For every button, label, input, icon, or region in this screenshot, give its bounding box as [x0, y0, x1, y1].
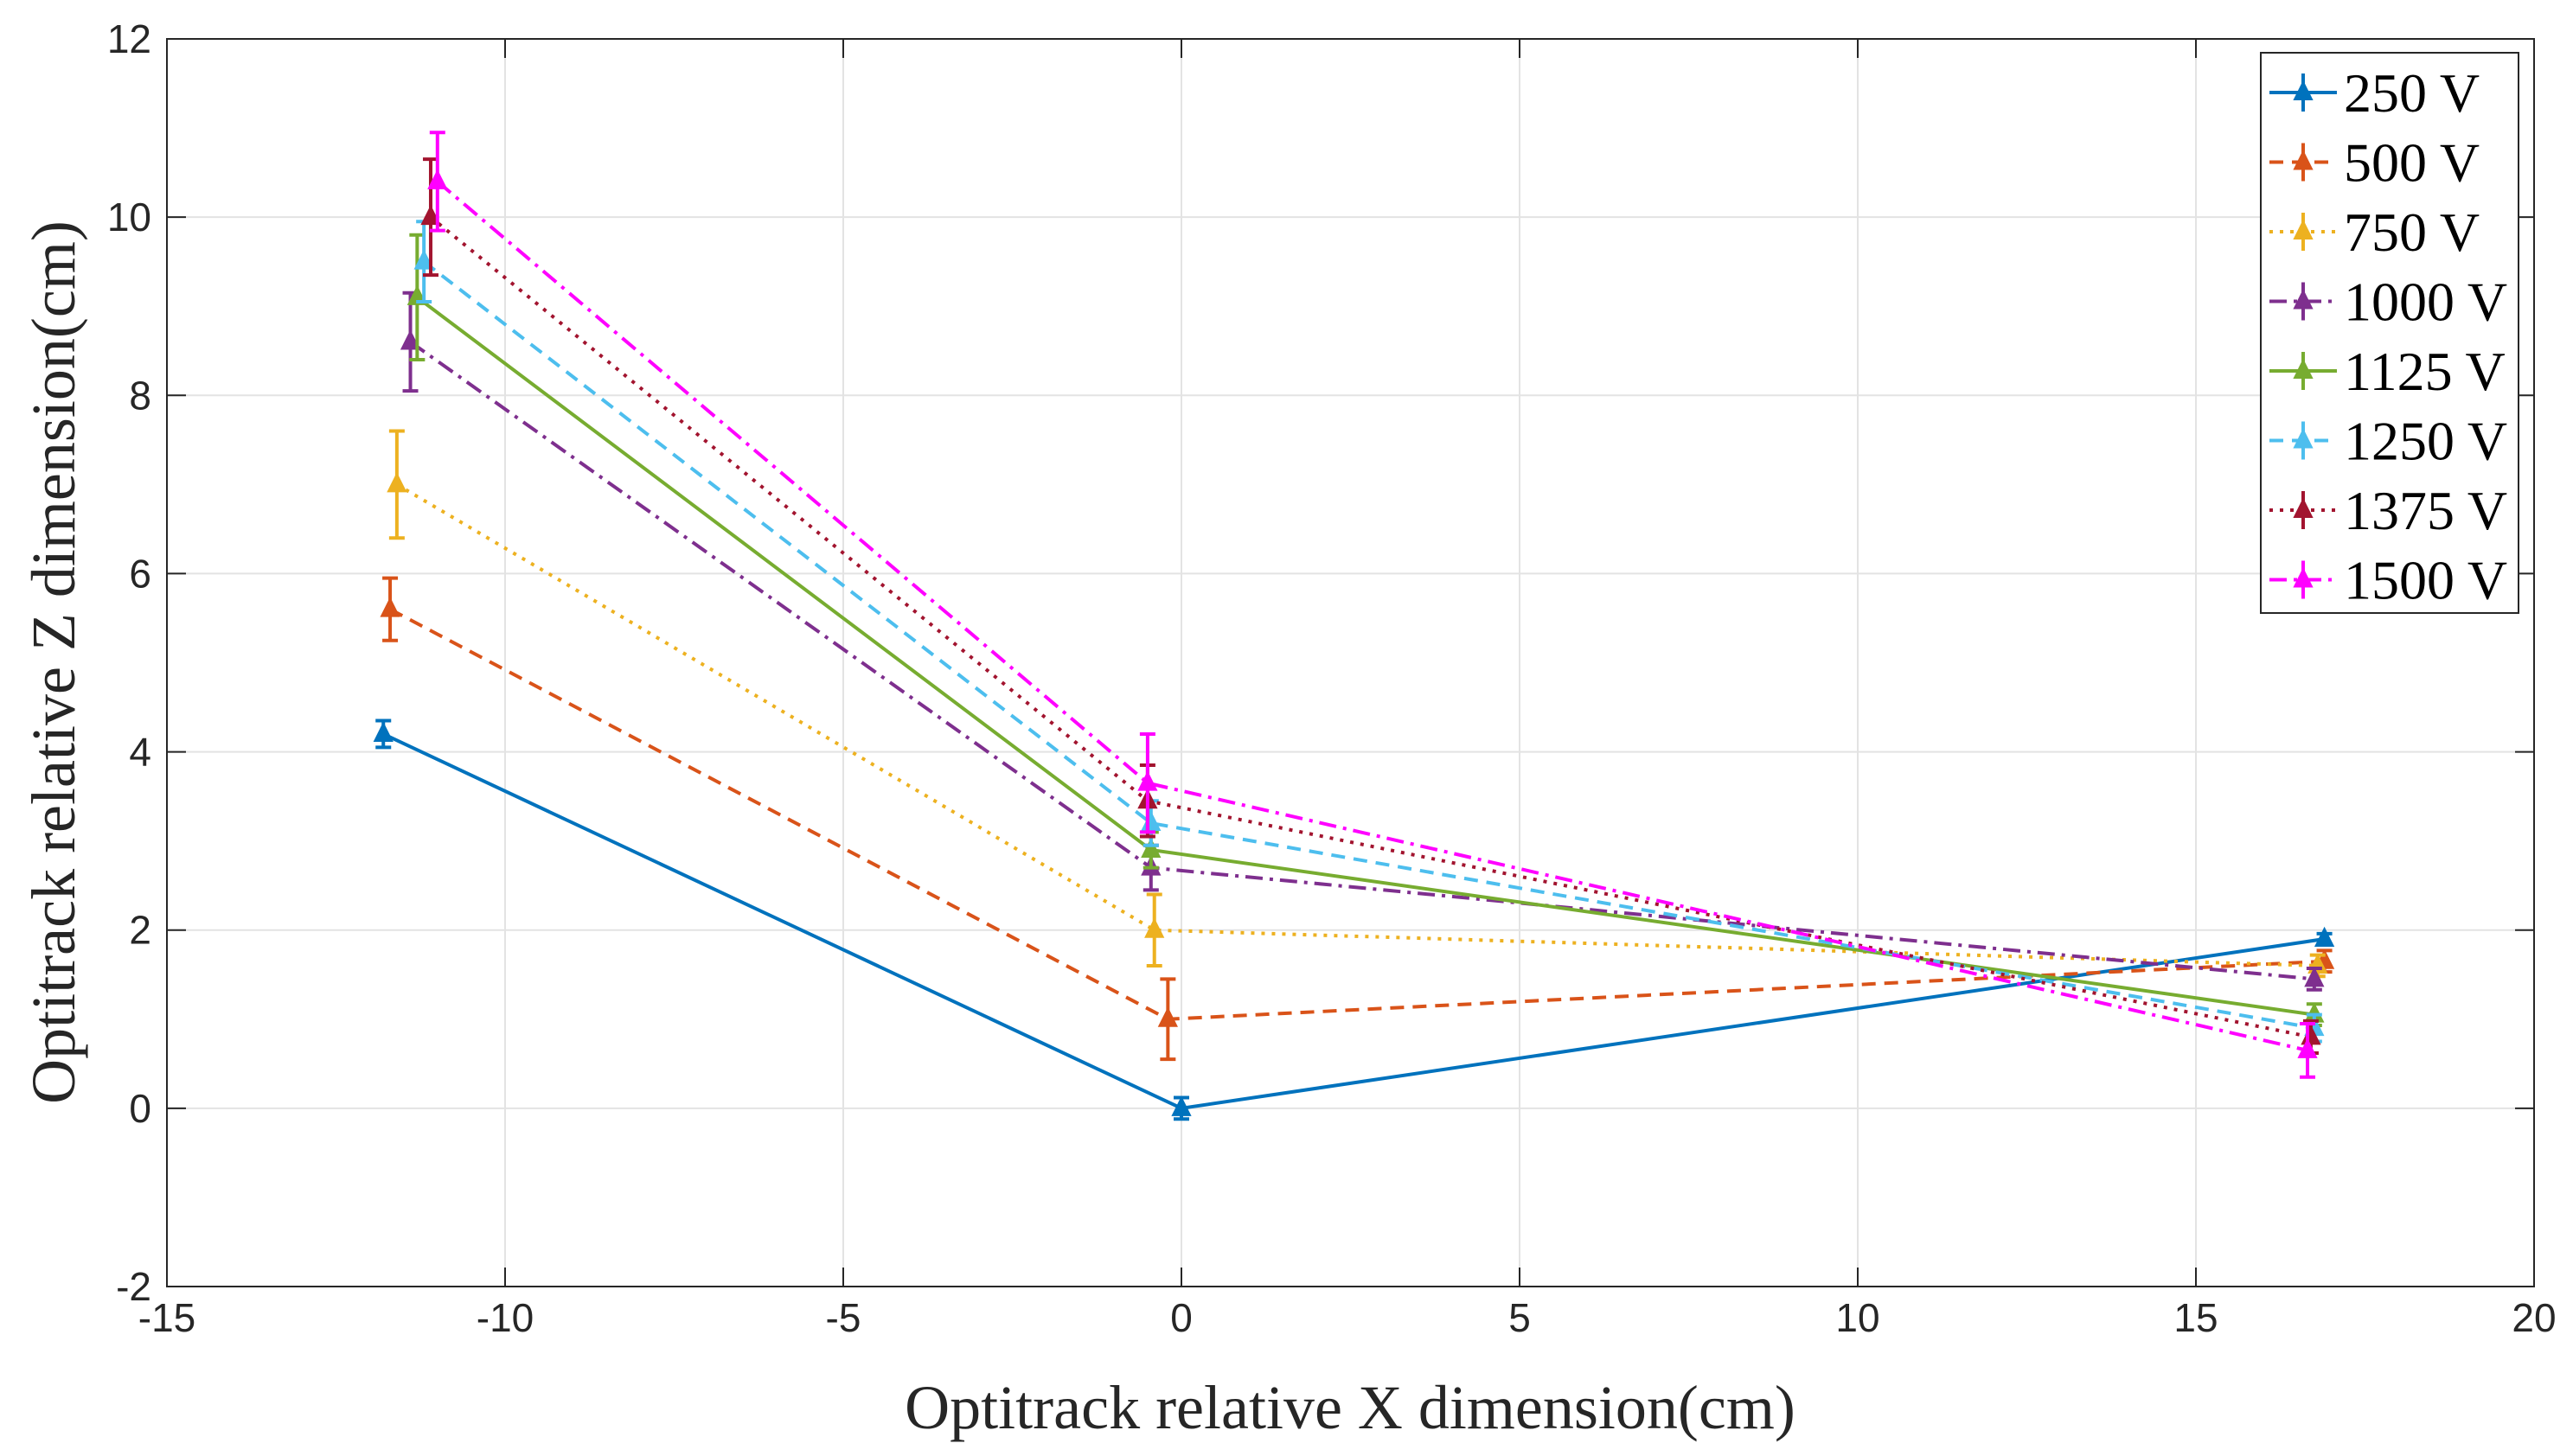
data-point: [373, 721, 394, 742]
data-point: [420, 204, 441, 226]
y-tick-label: 12: [107, 16, 151, 61]
legend-label: 1250 V: [2344, 411, 2507, 472]
legend-label: 750 V: [2344, 201, 2480, 263]
data-point: [400, 329, 421, 350]
y-tick-label: 2: [129, 908, 151, 953]
legend-label: 1375 V: [2344, 480, 2507, 541]
x-tick-label: 0: [1170, 1295, 1193, 1340]
legend-item: 750 V: [2269, 201, 2480, 263]
data-point: [427, 169, 448, 189]
data-point: [1141, 837, 1162, 858]
x-tick-label: -5: [826, 1295, 861, 1340]
legend: 250 V 500 V 750 V 1000 V 1125 V 1250 V 1375 V 1…: [2260, 52, 2519, 614]
x-axis-label: Optitrack relative X dimension(cm): [905, 1373, 1795, 1442]
legend-item: 1250 V: [2269, 411, 2507, 472]
x-axis-ticks: -15 -10 -5 0 5 10 15 20: [138, 39, 2557, 1340]
x-tick-label: 15: [2173, 1295, 2218, 1340]
legend-label: 500 V: [2344, 132, 2480, 194]
y-axis-ticks: -2 0 2 4 6 8 10 12: [107, 16, 2534, 1309]
y-tick-label: 6: [129, 551, 151, 596]
legend-item: 1500 V: [2269, 550, 2507, 611]
data-point: [413, 249, 434, 270]
legend-label: 1125 V: [2344, 341, 2506, 402]
y-tick-label: 8: [129, 373, 151, 418]
legend-marker: [2293, 497, 2314, 518]
x-tick-label: -15: [138, 1295, 195, 1340]
legend-label: 1500 V: [2344, 550, 2507, 611]
y-tick-label: 10: [107, 195, 151, 239]
y-axis-label: Optitrack relative Z dimension(cm): [19, 220, 88, 1104]
series-1500-v: [427, 131, 2318, 1079]
x-tick-label: 10: [1835, 1295, 1879, 1340]
grid: [167, 39, 2534, 1287]
legend-marker: [2293, 80, 2314, 100]
y-tick-label: 0: [129, 1086, 151, 1131]
series-1125-v: [406, 233, 2325, 1028]
data-point: [1171, 1095, 1192, 1116]
x-tick-label: 5: [1508, 1295, 1531, 1340]
legend-item: 1375 V: [2269, 480, 2507, 541]
y-tick-label: -2: [116, 1264, 151, 1309]
legend-label: 1000 V: [2344, 271, 2507, 333]
data-series: [373, 131, 2335, 1121]
legend-item: 500 V: [2269, 132, 2480, 194]
data-point: [2304, 967, 2325, 987]
legend-label: 250 V: [2344, 62, 2480, 124]
data-point: [2297, 1038, 2318, 1058]
data-point: [1137, 770, 1158, 791]
legend-marker: [2293, 289, 2314, 310]
legend-item: 250 V: [2269, 62, 2480, 124]
data-point: [406, 284, 427, 305]
legend-marker: [2293, 567, 2314, 588]
legend-marker: [2293, 358, 2314, 379]
series-250-v: [373, 718, 2335, 1121]
x-tick-label: 20: [2512, 1295, 2556, 1340]
legend-marker: [2293, 428, 2314, 449]
data-point: [2314, 926, 2335, 948]
data-point: [1144, 917, 1165, 938]
legend-item: 1125 V: [2269, 341, 2506, 402]
legend-item: 1000 V: [2269, 271, 2507, 333]
series-line: [395, 482, 2318, 967]
legend-marker: [2293, 150, 2314, 170]
data-point: [387, 472, 407, 493]
y-tick-label: 4: [129, 730, 151, 775]
x-tick-label: -10: [477, 1295, 534, 1340]
legend-marker: [2293, 219, 2314, 239]
plot-area: [166, 38, 2535, 1287]
data-point: [380, 597, 400, 617]
data-point: [1157, 1006, 1178, 1027]
